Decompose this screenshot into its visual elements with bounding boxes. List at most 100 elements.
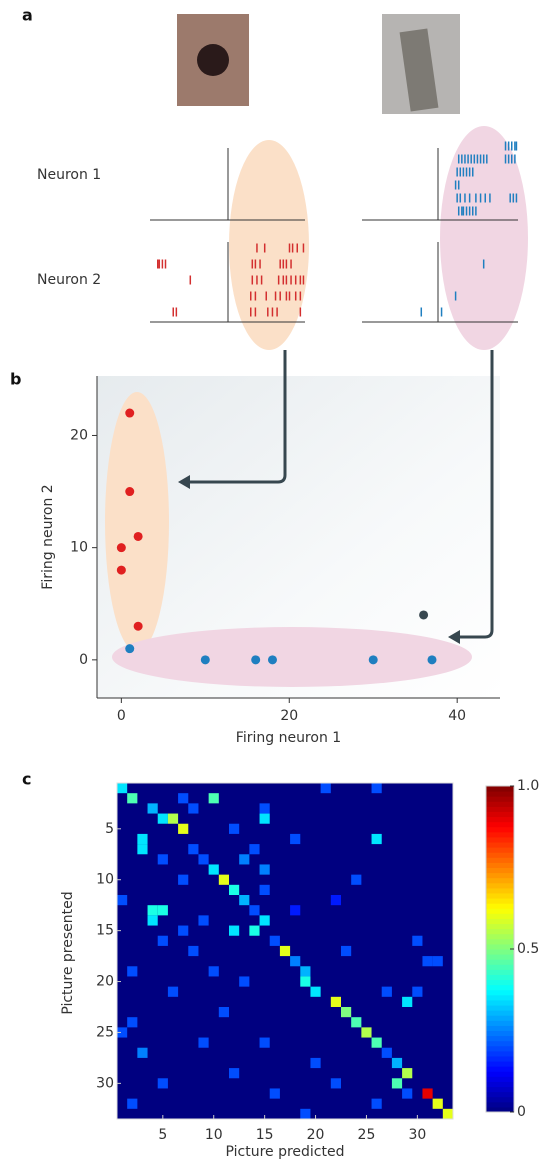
cell (402, 1088, 413, 1099)
cell (341, 1007, 352, 1018)
cell (341, 945, 352, 957)
panel-label: a (22, 6, 33, 25)
cell (422, 1088, 433, 1099)
point (200, 655, 210, 665)
colorbar-strip (486, 801, 514, 807)
cell (381, 986, 392, 997)
colorbar-strip (486, 943, 514, 950)
colorbar-strip (486, 882, 514, 889)
cell (330, 996, 341, 1007)
colorbar-strip (486, 821, 514, 828)
cell (188, 803, 199, 814)
point (133, 621, 143, 631)
point (125, 487, 135, 497)
cell (249, 925, 260, 936)
cell (259, 803, 270, 814)
colorbar-strip (486, 969, 514, 975)
colorbar-strip (486, 872, 514, 879)
point (251, 655, 261, 665)
cell (300, 1108, 311, 1119)
cell (117, 895, 128, 906)
cell (137, 833, 148, 845)
cell (147, 905, 158, 916)
colorbar-strip (486, 836, 514, 843)
point (267, 655, 277, 665)
colorbar-strip (486, 1050, 514, 1057)
cell (127, 1017, 138, 1028)
cell (117, 783, 128, 794)
x-tick-label: 20 (307, 1127, 325, 1143)
cell (229, 884, 240, 895)
cell (157, 905, 168, 916)
cell (412, 986, 423, 997)
cell (259, 864, 270, 875)
y-tick-label: 5 (105, 821, 114, 837)
colorbar-strip (486, 994, 514, 1001)
point (133, 531, 143, 541)
colorbar-strip (486, 862, 514, 868)
colorbar-strip (486, 1106, 514, 1113)
cell (208, 793, 219, 804)
colorbar-strip (486, 1040, 514, 1047)
cell (229, 925, 240, 936)
colorbar-strip (486, 999, 514, 1006)
y-tick-label: 25 (96, 1024, 114, 1040)
x-tick-label: 25 (358, 1127, 376, 1143)
cell (259, 813, 270, 824)
cell (249, 844, 260, 855)
cell (198, 1037, 209, 1048)
frame (116, 782, 454, 1120)
colorbar-strip (486, 796, 514, 802)
colorbar-tick-label: 1.0 (517, 778, 539, 794)
cell (157, 854, 168, 865)
colorbar-strip (486, 806, 514, 812)
cell (147, 803, 158, 814)
colorbar-strip (486, 1071, 514, 1077)
colorbar-strip (486, 1005, 514, 1011)
colorbar-strip (486, 811, 514, 818)
colorbar-strip (486, 1086, 514, 1093)
x-tick-label: 20 (280, 708, 298, 724)
raster-axes (150, 148, 518, 323)
cell (157, 935, 168, 946)
x-tick-label: 40 (448, 708, 466, 724)
cell (178, 874, 189, 885)
cell (371, 1037, 382, 1048)
cell (351, 1017, 362, 1028)
colorbar-strip (486, 1010, 514, 1016)
y-axis-label: Firing neuron 2 (40, 484, 56, 589)
cell (371, 783, 382, 794)
point (125, 644, 135, 654)
y-tick-label: 10 (96, 872, 114, 888)
cell (188, 945, 199, 957)
colorbar-strip (486, 989, 514, 996)
colorbar-strip (486, 1045, 514, 1052)
colorbar-strip (486, 1081, 514, 1088)
cell (167, 813, 179, 824)
colorbar-strip (486, 923, 514, 930)
cell (290, 833, 301, 845)
cell (361, 1027, 372, 1038)
arrow (448, 630, 460, 644)
highlight (112, 627, 472, 687)
cell (137, 1047, 148, 1058)
colorbar-strip (486, 1101, 514, 1108)
colorbar-strip (486, 1020, 514, 1026)
y-tick-label: 20 (96, 974, 114, 990)
cell (320, 783, 331, 794)
cell (412, 935, 423, 946)
cell (259, 884, 270, 895)
cell (157, 813, 168, 824)
cell (218, 1007, 229, 1018)
arrow (455, 350, 494, 639)
colorbar-strip (486, 892, 514, 899)
cell (157, 1078, 168, 1089)
cell (229, 1068, 240, 1079)
colorbar-strip (486, 1055, 514, 1062)
y-tick-label: 0 (79, 652, 88, 668)
cell (422, 956, 433, 967)
colorbar-strip (486, 979, 514, 986)
colorbar-strip (486, 1091, 514, 1098)
colorbar-tick-label: 0 (517, 1104, 526, 1120)
